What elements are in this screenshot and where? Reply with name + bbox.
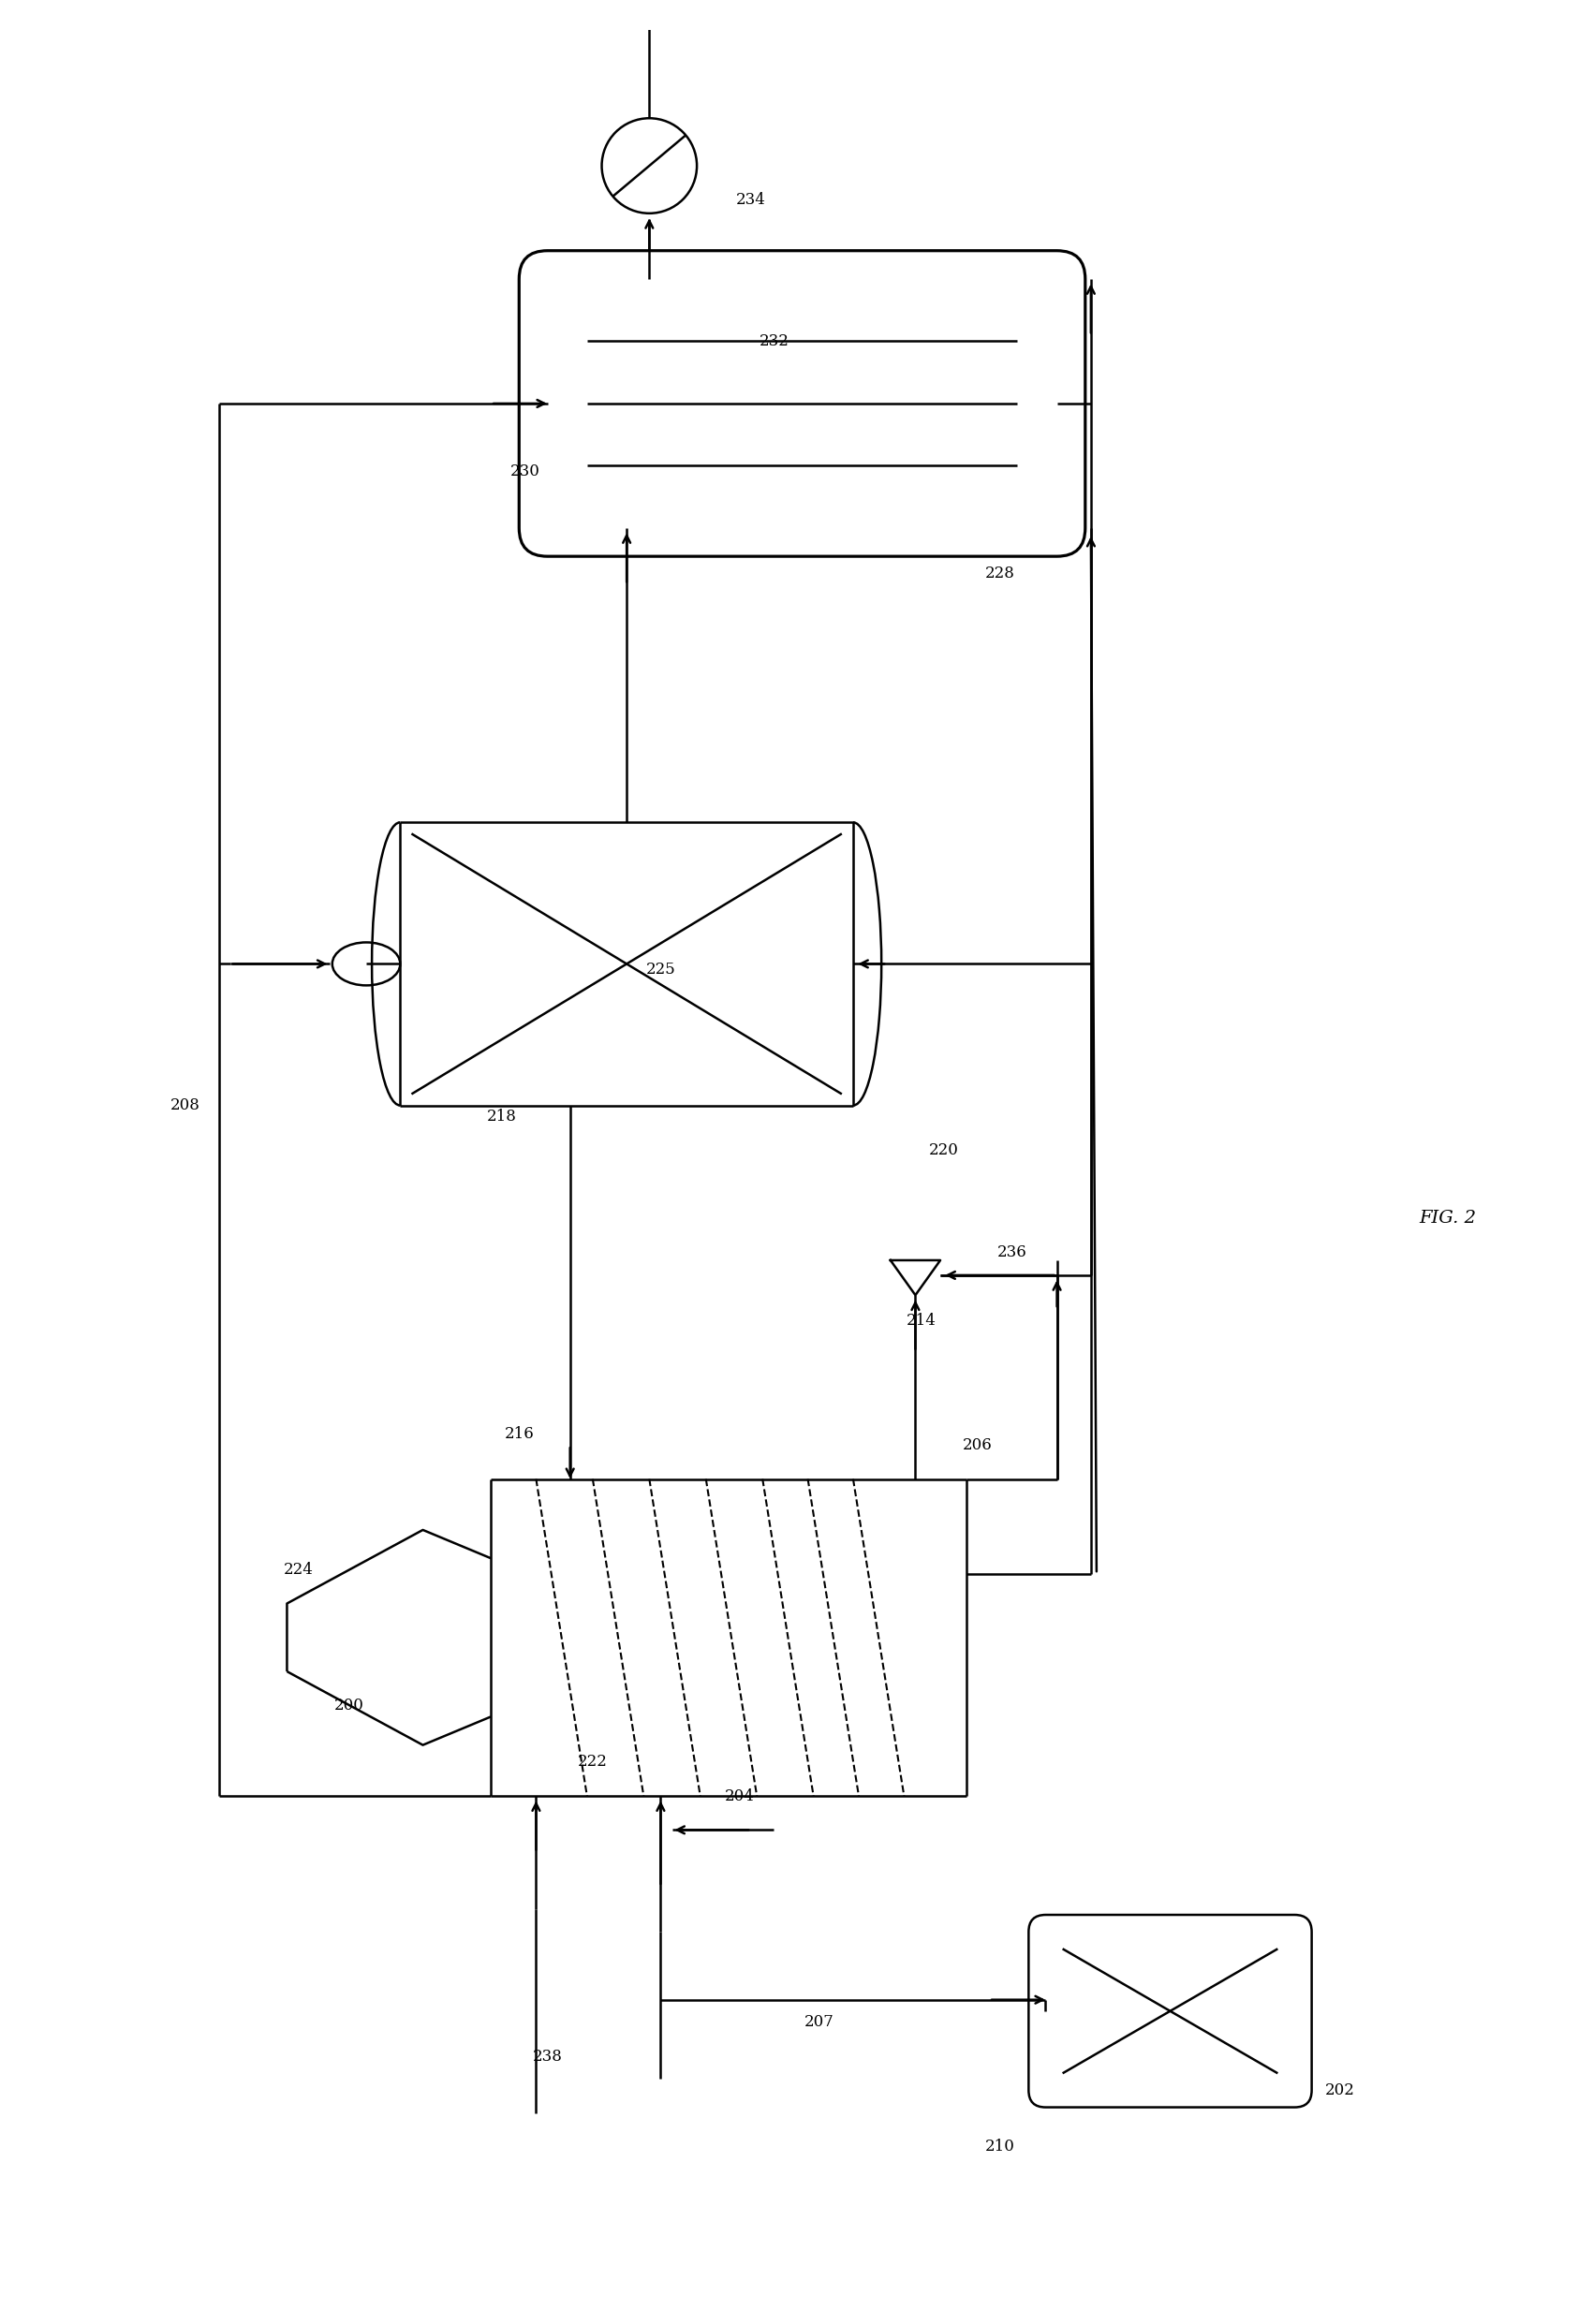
Text: 224: 224 bbox=[284, 1562, 314, 1578]
Text: 230: 230 bbox=[510, 462, 540, 479]
Text: 210: 210 bbox=[986, 2138, 1015, 2154]
Text: 222: 222 bbox=[578, 1755, 607, 1771]
Text: 218: 218 bbox=[487, 1109, 518, 1125]
Text: 202: 202 bbox=[1325, 2082, 1356, 2099]
Text: 238: 238 bbox=[532, 2047, 562, 2064]
Text: 232: 232 bbox=[758, 332, 789, 349]
Text: 206: 206 bbox=[962, 1436, 992, 1452]
Text: FIG. 2: FIG. 2 bbox=[1419, 1211, 1477, 1227]
Text: 204: 204 bbox=[725, 1787, 755, 1803]
Text: 234: 234 bbox=[736, 193, 766, 207]
Text: 236: 236 bbox=[997, 1246, 1026, 1260]
Polygon shape bbox=[890, 1260, 940, 1294]
Text: 208: 208 bbox=[170, 1097, 201, 1113]
Text: 214: 214 bbox=[906, 1313, 937, 1329]
Text: 200: 200 bbox=[335, 1697, 365, 1713]
Text: 220: 220 bbox=[929, 1143, 959, 1160]
Text: 216: 216 bbox=[505, 1425, 534, 1441]
Text: 228: 228 bbox=[986, 565, 1015, 581]
Text: 225: 225 bbox=[645, 962, 675, 978]
Text: 207: 207 bbox=[804, 2015, 835, 2031]
